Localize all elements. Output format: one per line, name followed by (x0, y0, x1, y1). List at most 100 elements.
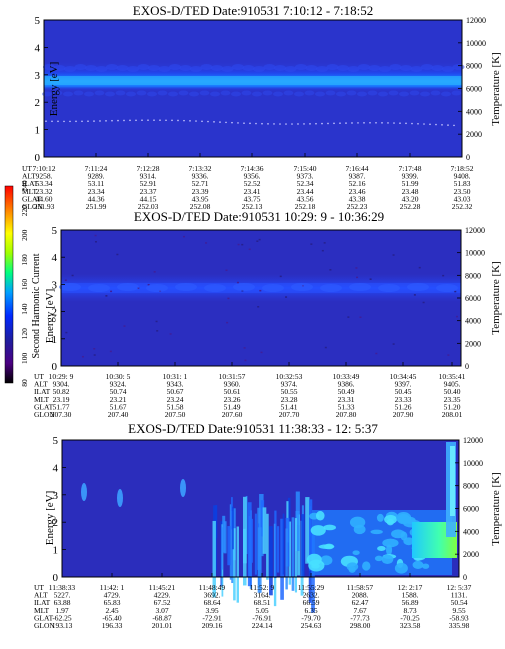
table-cell: 9374. (281, 380, 298, 389)
table-cell: 43.38 (349, 194, 366, 203)
contour-ripple (305, 65, 318, 71)
temperature-tick-label: 2000 (463, 550, 479, 559)
temperature-point (141, 119, 143, 122)
energy-tick-label: 4 (52, 252, 58, 264)
table-cell: 51.33 (338, 402, 355, 411)
table-cell: -72.91 (202, 613, 222, 622)
noise-speck (285, 296, 288, 298)
panel-1-title: EXOS-D/TED Date:910531 7:10:12 - 7:18:52 (133, 3, 373, 18)
colorbar-tick-label: 220 (20, 205, 29, 217)
table-cell: 252.32 (452, 202, 473, 211)
row-label-glon: GLON (34, 410, 55, 419)
table-cell: 11:52: 9 (250, 583, 275, 592)
noise-speck (236, 281, 239, 284)
table-cell: 12: 2:17 (398, 583, 423, 592)
contour-ripple (284, 66, 297, 72)
filament (212, 520, 216, 598)
noise-speck (256, 240, 259, 242)
temperature-tick-label: 0 (466, 153, 470, 162)
table-cell: 23.31 (338, 395, 355, 404)
noise-speck (369, 278, 372, 280)
temperature-point (435, 123, 437, 126)
contour-ripple (368, 65, 381, 71)
table-cell: 51.41 (281, 402, 298, 411)
table-cell: 10:31: 1 (163, 372, 188, 381)
table-cell: 67.52 (154, 598, 171, 607)
table-cell: 7:12:28 (137, 164, 160, 173)
table-cell: 3692. (204, 591, 221, 600)
colorbar-tick-label: 200 (20, 229, 29, 241)
table-cell: 4729. (104, 591, 121, 600)
temperature-point (63, 120, 65, 123)
table-cell: 10:33:49 (333, 372, 360, 381)
contour-ripple (210, 91, 220, 97)
temperature-point (105, 120, 107, 122)
noise-speck (241, 243, 244, 246)
temperature-point (417, 122, 419, 125)
noise-speck (105, 295, 108, 297)
table-cell: 5227. (54, 591, 71, 600)
table-cell: 44.36 (88, 194, 105, 203)
row-label-glon: GLON (22, 202, 43, 211)
intensity-patch (352, 550, 360, 556)
table-cell: 3.95 (205, 606, 218, 615)
intensity-patch (377, 545, 386, 552)
table-cell: 11:55:29 (298, 583, 325, 592)
temperature-point (387, 122, 389, 124)
noise-speck (418, 266, 421, 269)
table-cell: 11:48:49 (199, 583, 226, 592)
temperature-point (51, 120, 53, 123)
contour-ripple (410, 66, 423, 72)
temperature-point (75, 120, 77, 123)
noise-speck (455, 315, 458, 318)
noise-speck (347, 316, 350, 318)
row-label-ut: UT (22, 164, 32, 173)
contour-ripple (158, 66, 171, 72)
temperature-point (369, 121, 371, 124)
table-cell: 43.95 (192, 194, 209, 203)
noise-speck (329, 269, 332, 271)
table-cell: 50.40 (444, 387, 461, 396)
table-cell: 9289. (88, 172, 105, 181)
temperature-point (135, 119, 137, 122)
table-cell: 11:58:57 (347, 583, 374, 592)
noise-speck (392, 254, 395, 256)
panel-1-contour-ripples (42, 64, 465, 97)
contour-ripple (421, 64, 433, 70)
energy-tick-label: 0 (52, 361, 58, 373)
table-cell: 9360. (224, 380, 241, 389)
spectral-burst (180, 479, 186, 497)
table-cell: 23.46 (349, 187, 366, 196)
filament (221, 527, 223, 570)
intensity-patch (362, 561, 371, 571)
band-lobe (59, 283, 81, 291)
contour-ripple (388, 90, 399, 96)
contour-ripple (274, 65, 286, 71)
filament (291, 517, 295, 591)
table-cell: 208.01 (442, 410, 463, 419)
colorbar-tick-label: 100 (20, 353, 29, 365)
contour-ripple (252, 91, 262, 97)
table-cell: 51.83 (454, 179, 471, 188)
band-lobe (146, 284, 168, 292)
row-label-glat: GLAT (34, 613, 54, 622)
table-cell: 50.54 (451, 598, 468, 607)
table-cell: 251.93 (34, 202, 55, 211)
noise-speck (93, 354, 96, 356)
panel-3-ylabel: Energy [eV] (44, 491, 56, 545)
panel-2-speckle (59, 234, 458, 362)
noise-speck (153, 271, 156, 273)
temperature-point (219, 121, 221, 123)
panel-2-band-core (61, 283, 461, 293)
intensity-patch (422, 563, 430, 569)
table-cell: 53.11 (88, 179, 105, 188)
filament (215, 505, 218, 538)
contour-ripple (452, 64, 465, 70)
table-cell: 9397. (395, 380, 412, 389)
energy-tick-label: 0 (35, 152, 41, 164)
noise-speck (169, 333, 172, 335)
table-cell: 23.41 (244, 187, 261, 196)
contour-ripple (63, 91, 73, 97)
contour-ripple (84, 91, 94, 97)
colorbar-ramp (4, 185, 14, 384)
